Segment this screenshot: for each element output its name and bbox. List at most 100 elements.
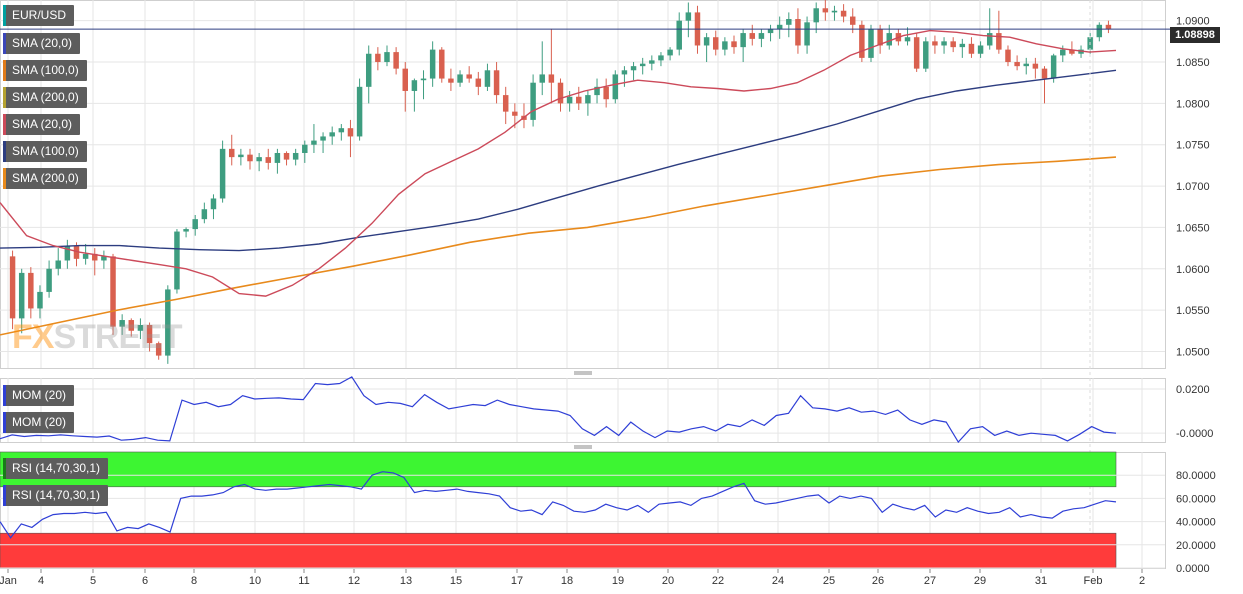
candle-body bbox=[1069, 49, 1075, 54]
candle-body bbox=[977, 45, 984, 54]
legend-sma20-b[interactable]: SMA (20,0) bbox=[3, 114, 81, 135]
candle-body bbox=[110, 256, 116, 327]
candle-body bbox=[804, 22, 810, 46]
pane-border-main bbox=[0, 0, 1166, 369]
x-tick-label: 25 bbox=[823, 575, 835, 587]
x-tick-label: 29 bbox=[974, 575, 986, 587]
candle-body bbox=[174, 231, 180, 290]
y-tick-label: 1.0850 bbox=[1176, 57, 1210, 69]
candle-body bbox=[731, 41, 737, 48]
candle-body bbox=[576, 96, 582, 104]
x-tick-label: 5 bbox=[90, 575, 96, 587]
mom-line bbox=[0, 376, 1117, 443]
y-tick-label: 1.0900 bbox=[1176, 16, 1210, 28]
x-tick-label: 22 bbox=[712, 575, 724, 587]
candle-body bbox=[128, 320, 135, 331]
legend-sma20-a[interactable]: SMA (20,0) bbox=[3, 33, 81, 54]
candle-body bbox=[667, 49, 673, 56]
candle-body bbox=[375, 53, 381, 63]
candle-body bbox=[676, 20, 682, 50]
candle-body bbox=[603, 86, 609, 100]
candle-body bbox=[886, 33, 892, 46]
candle-body bbox=[64, 245, 71, 261]
candle-body bbox=[311, 140, 317, 145]
candle-body bbox=[1060, 49, 1066, 56]
legend-rsi-a[interactable]: RSI (14,70,30,1) bbox=[3, 458, 109, 479]
y-tick-label: 0.0200 bbox=[1176, 384, 1210, 396]
candle-body bbox=[82, 253, 89, 259]
candle-body bbox=[813, 8, 819, 23]
x-tick-label: 20 bbox=[662, 575, 674, 587]
y-tick-label: 1.0800 bbox=[1176, 98, 1210, 110]
candle-body bbox=[539, 74, 545, 83]
candle-body bbox=[512, 111, 518, 116]
x-tick-label: 4 bbox=[38, 575, 44, 587]
candle-body bbox=[256, 157, 262, 162]
candle-body bbox=[320, 136, 326, 141]
y-tick-label: 1.0500 bbox=[1176, 346, 1210, 358]
candle-body bbox=[786, 19, 792, 25]
rsi-overbought-zone bbox=[0, 451, 1117, 488]
candle-body bbox=[475, 78, 482, 87]
y-tick-label: 1.0600 bbox=[1176, 264, 1210, 276]
candle-body bbox=[1005, 49, 1011, 63]
y-tick-label: 1.0750 bbox=[1176, 140, 1210, 152]
x-tick-label: 24 bbox=[772, 575, 784, 587]
candle-body bbox=[429, 49, 436, 79]
candle-body bbox=[466, 74, 472, 79]
legend-symbol[interactable]: EUR/USD bbox=[3, 5, 75, 26]
x-tick-label: 8 bbox=[191, 575, 197, 587]
candle-body bbox=[612, 74, 619, 100]
y-tick-label: 1.0550 bbox=[1176, 305, 1210, 317]
legend-rsi-b[interactable]: RSI (14,70,30,1) bbox=[3, 485, 109, 506]
x-tick-label: 15 bbox=[450, 575, 462, 587]
candle-body bbox=[274, 152, 281, 163]
candle-body bbox=[649, 60, 655, 64]
candle-body bbox=[1014, 62, 1020, 67]
candle-body bbox=[904, 37, 911, 42]
candle-body bbox=[685, 12, 692, 21]
candle-body bbox=[119, 320, 125, 327]
candle-body bbox=[439, 49, 445, 79]
candle-body bbox=[859, 24, 865, 58]
candle-body bbox=[630, 66, 637, 71]
candle-body bbox=[247, 154, 253, 162]
candle-body bbox=[950, 41, 956, 48]
y-tick-label: 20.0000 bbox=[1176, 540, 1216, 552]
candle-body bbox=[101, 256, 107, 261]
rsi-line bbox=[0, 471, 1117, 539]
candle-body bbox=[229, 148, 235, 158]
candle-body bbox=[484, 70, 491, 87]
candle-body bbox=[365, 53, 372, 87]
candle-body bbox=[9, 256, 16, 319]
candle-body bbox=[749, 33, 756, 39]
x-tick-label: 27 bbox=[924, 575, 936, 587]
candle-body bbox=[923, 41, 929, 69]
legend-sma100-a[interactable]: SMA (100,0) bbox=[3, 60, 87, 81]
candle-body bbox=[1105, 24, 1112, 29]
candle-body bbox=[420, 78, 427, 81]
candle-body bbox=[201, 209, 208, 220]
candle-body bbox=[448, 78, 454, 83]
legend-sma200-b[interactable]: SMA (200,0) bbox=[3, 168, 87, 189]
candle-body bbox=[776, 24, 783, 29]
y-tick-label: 1.0650 bbox=[1176, 222, 1210, 234]
candle-body bbox=[831, 10, 838, 13]
candle-body bbox=[877, 28, 883, 46]
fxstreet-watermark: FXSTREET bbox=[12, 318, 183, 356]
candle-body bbox=[548, 74, 555, 83]
candle-body bbox=[338, 128, 345, 133]
legend-mom-a[interactable]: MOM (20) bbox=[3, 385, 74, 406]
legend-sma100-b[interactable]: SMA (100,0) bbox=[3, 141, 87, 162]
candle-body bbox=[840, 10, 847, 17]
candle-body bbox=[356, 86, 363, 137]
candle-body bbox=[384, 52, 390, 63]
candle-body bbox=[594, 86, 600, 96]
candle-body bbox=[822, 8, 829, 13]
x-tick-label: Jan bbox=[0, 575, 17, 587]
rsi-oversold-zone bbox=[0, 532, 1117, 569]
legend-mom-b[interactable]: MOM (20) bbox=[3, 412, 74, 433]
legend-sma200-a[interactable]: SMA (200,0) bbox=[3, 87, 87, 108]
candle-body bbox=[968, 43, 975, 54]
candle-body bbox=[73, 245, 80, 259]
